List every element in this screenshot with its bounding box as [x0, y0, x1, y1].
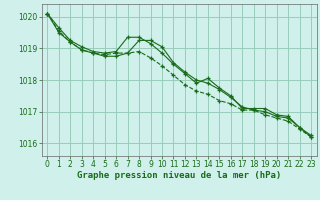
X-axis label: Graphe pression niveau de la mer (hPa): Graphe pression niveau de la mer (hPa): [77, 171, 281, 180]
